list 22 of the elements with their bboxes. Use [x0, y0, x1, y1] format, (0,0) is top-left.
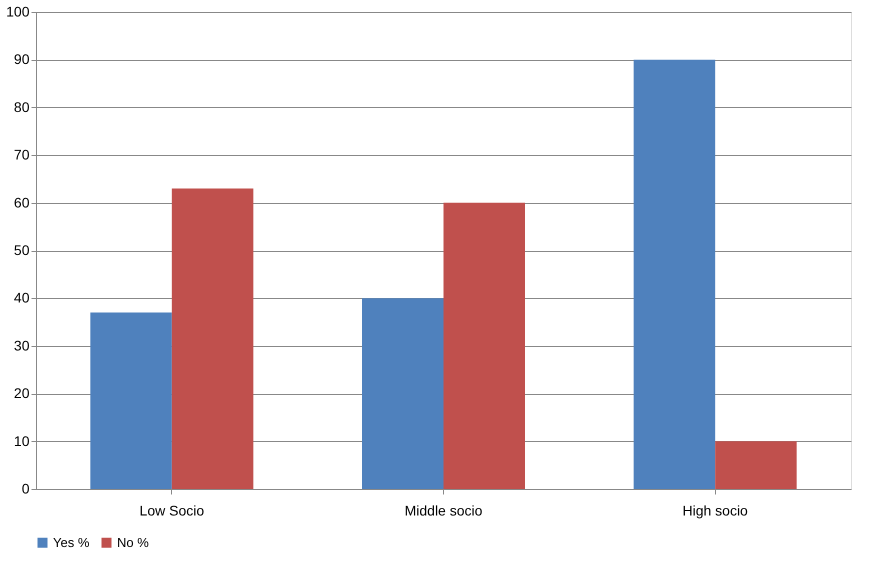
legend-label: Yes % [53, 534, 90, 550]
bar [362, 298, 444, 489]
y-tick-label: 60 [14, 194, 30, 210]
y-tick-label: 50 [14, 242, 30, 258]
bar [90, 312, 172, 489]
y-tick-label: 80 [14, 98, 30, 115]
x-tick-label: High socio [682, 502, 748, 518]
y-tick-label: 0 [22, 480, 30, 496]
y-tick-label: 10 [14, 432, 30, 449]
bar [172, 188, 254, 489]
legend-label: No % [117, 534, 150, 550]
y-tick-label: 40 [14, 290, 30, 306]
y-tick-label: 30 [14, 337, 30, 354]
y-tick-label: 100 [6, 4, 30, 20]
bar [444, 202, 525, 489]
y-tick-label: 70 [14, 146, 30, 163]
y-tick-label: 90 [14, 51, 30, 68]
x-tick-label: Low Socio [140, 502, 204, 518]
bar [715, 441, 797, 489]
bar [634, 60, 716, 489]
y-tick-label: 20 [14, 385, 30, 402]
x-tick-label: Middle socio [404, 502, 483, 518]
